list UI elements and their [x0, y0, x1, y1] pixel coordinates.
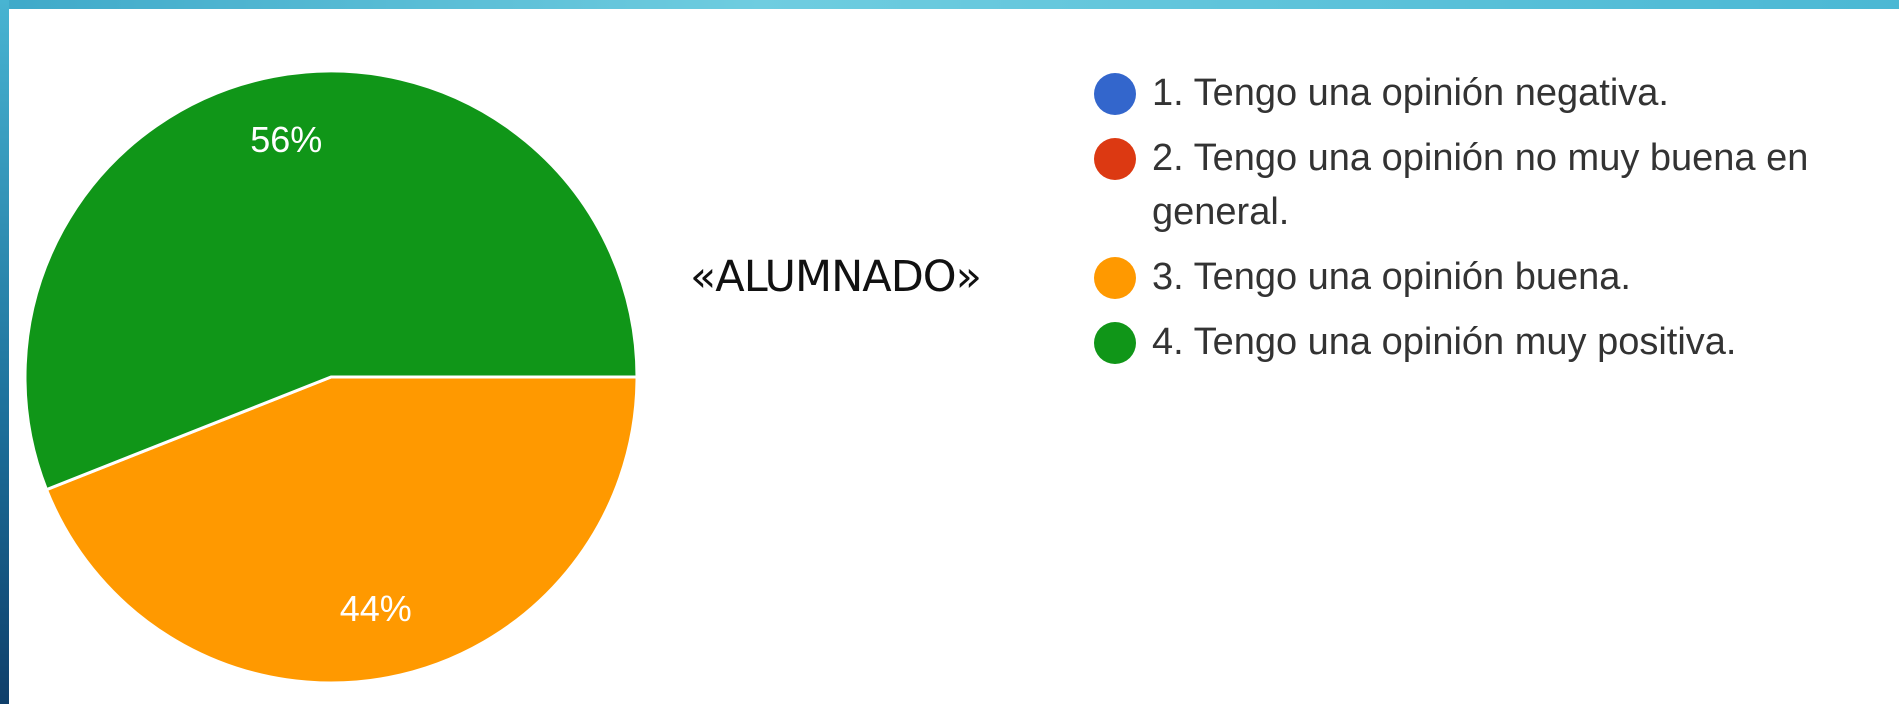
legend-label: 1. Tengo una opinión negativa.	[1152, 72, 1669, 114]
legend-swatch	[1094, 322, 1136, 364]
pie-slice	[23, 69, 639, 492]
frame-top	[0, 0, 1899, 9]
pie-slice	[44, 375, 639, 685]
legend-swatch	[1094, 138, 1136, 180]
legend: 1. Tengo una opinión negativa. 2. Tengo u…	[1094, 66, 1874, 380]
data-label: 44%	[340, 588, 412, 629]
frame-left	[0, 0, 9, 704]
legend-entry: 2. Tengo una opinión no muy buena en gen…	[1094, 131, 1874, 239]
data-label: 56%	[250, 119, 322, 160]
legend-entry: 3. Tengo una opinión buena.	[1094, 250, 1874, 304]
legend-swatch	[1094, 257, 1136, 299]
annotation: «ALUMNADO»	[690, 252, 982, 302]
legend-entry: 1. Tengo una opinión negativa.	[1094, 66, 1874, 120]
legend-label: 3. Tengo una opinión buena.	[1152, 256, 1631, 298]
legend-label: 4. Tengo una opinión muy positiva.	[1152, 321, 1737, 363]
legend-entry: 4. Tengo una opinión muy positiva.	[1094, 315, 1874, 369]
legend-swatch	[1094, 73, 1136, 115]
legend-label: 2. Tengo una opinión no muy buena en gen…	[1152, 137, 1809, 233]
